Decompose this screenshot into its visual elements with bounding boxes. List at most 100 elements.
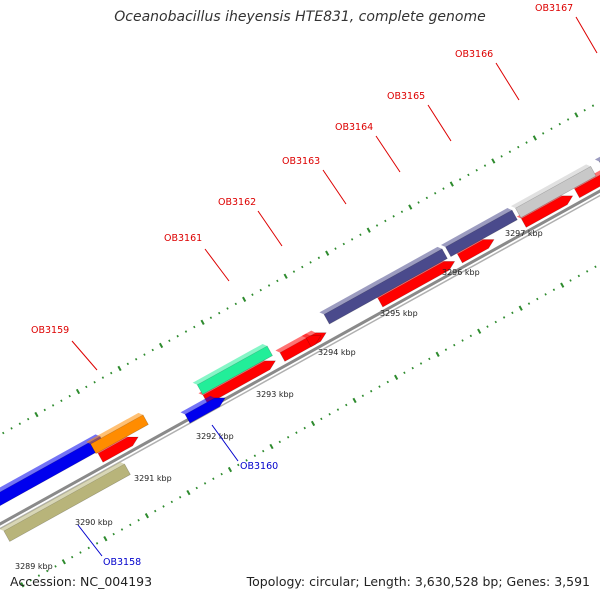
- tick-mark: [43, 408, 46, 412]
- tick-mark: [262, 449, 265, 453]
- gene-label-ob3160[interactable]: OB3160: [240, 461, 278, 472]
- tick-mark: [276, 279, 279, 283]
- leader-line: [257, 210, 283, 247]
- tick-mark: [95, 542, 99, 545]
- tick-mark: [591, 104, 595, 107]
- leader-line: [322, 169, 347, 205]
- backbone-layer: [0, 189, 600, 530]
- gene-ob3166[interactable]: [510, 163, 597, 219]
- gene-label-ob3162[interactable]: OB3162: [218, 197, 256, 208]
- tick-mark: [408, 204, 413, 210]
- tick-mark: [541, 132, 545, 135]
- tick-mark: [419, 362, 423, 365]
- tick-mark: [517, 145, 520, 149]
- tick-mark: [558, 122, 561, 126]
- tick-mark: [392, 215, 395, 218]
- tick-mark: [269, 443, 274, 450]
- gene-label-ob3161[interactable]: OB3161: [164, 233, 202, 244]
- tick-mark: [475, 168, 478, 172]
- tick-mark: [334, 247, 337, 250]
- tick-mark: [110, 371, 113, 375]
- tick-mark: [494, 320, 497, 324]
- gene-ob3165[interactable]: [440, 207, 518, 258]
- gene-ob3160[interactable]: [180, 390, 228, 425]
- accession-text: Accession: NC_004193: [10, 574, 153, 589]
- tick-mark: [467, 173, 470, 177]
- tick-mark: [2, 431, 5, 435]
- gene-ob3158[interactable]: [0, 461, 131, 543]
- gene-ob3162[interactable]: [301, 328, 324, 348]
- gene-layer: [0, 129, 600, 543]
- gene-label-ob3159[interactable]: OB3159: [31, 325, 69, 336]
- kbp-tick-label: 3291 kbp: [134, 474, 172, 483]
- gene-ob3161[interactable]: [192, 342, 273, 395]
- tick-mark: [154, 509, 157, 513]
- tick-mark: [442, 187, 445, 190]
- tick-mark: [469, 334, 473, 338]
- gene-label-ob3158[interactable]: OB3158: [103, 557, 141, 568]
- leader-line: [575, 16, 598, 54]
- gene-ob3163[interactable]: [319, 245, 448, 325]
- tick-mark: [449, 181, 454, 187]
- leader-line: [204, 248, 230, 282]
- tick-mark: [29, 578, 32, 582]
- tick-mark: [234, 302, 238, 306]
- tick-mark: [428, 357, 431, 361]
- tick-mark: [585, 270, 589, 273]
- map-title: Oceanobacillus iheyensis HTE831, complet…: [114, 9, 486, 25]
- tick-mark: [151, 348, 154, 352]
- tick-mark: [378, 385, 381, 388]
- tick-mark: [200, 319, 205, 326]
- tick-mark: [295, 431, 298, 434]
- tick-mark: [425, 196, 429, 200]
- tick-mark: [227, 466, 233, 473]
- tick-mark: [461, 339, 464, 342]
- tick-mark: [574, 112, 579, 118]
- tick-mark: [369, 389, 373, 393]
- tick-mark: [117, 365, 122, 372]
- leader-line: [77, 524, 103, 557]
- gene-label-ob3166[interactable]: OB3166: [455, 49, 493, 60]
- gene-ob3159[interactable]: [85, 411, 149, 455]
- tick-mark: [278, 440, 281, 444]
- tick-mark: [532, 135, 537, 141]
- tick-mark: [193, 325, 196, 329]
- tick-mark: [37, 574, 41, 577]
- tick-mark: [583, 109, 586, 112]
- tick-mark: [527, 302, 531, 305]
- tick-mark: [550, 127, 553, 130]
- tick-mark: [502, 316, 506, 319]
- tick-mark: [594, 265, 597, 268]
- tick-mark: [242, 296, 247, 302]
- kbp-tick-label: 3293 kbp: [256, 390, 294, 399]
- gene-label-ob3165[interactable]: OB3165: [387, 91, 425, 102]
- tick-mark: [68, 394, 71, 398]
- tick-mark: [70, 555, 74, 559]
- label-layer: 3289 kbp 3290 kbp 3291 kbp 3292 kbp 3293 kbp…: [15, 3, 598, 571]
- tick-mark: [342, 242, 345, 246]
- tick-mark: [560, 282, 565, 288]
- tick-mark: [112, 532, 115, 536]
- tick-mark: [384, 219, 387, 223]
- backbone-line: [0, 189, 600, 526]
- tick-mark: [518, 305, 523, 311]
- tick-mark: [46, 569, 49, 573]
- tick-mark: [61, 559, 66, 565]
- tick-mark: [536, 297, 539, 301]
- leader-line: [71, 340, 98, 371]
- tick-mark: [20, 582, 25, 588]
- tick-mark: [253, 454, 257, 457]
- gene-ob3167[interactable]: [594, 129, 600, 173]
- tick-mark: [328, 412, 331, 416]
- tick-mark: [75, 388, 81, 395]
- kbp-tick-label: 3294 kbp: [318, 348, 356, 357]
- tick-mark: [483, 164, 487, 167]
- tick-mark: [375, 224, 379, 227]
- gene-label-ob3164[interactable]: OB3164: [335, 122, 373, 133]
- gene-label-ob3167[interactable]: OB3167: [535, 3, 573, 14]
- gene-label-ob3163[interactable]: OB3163: [282, 156, 320, 167]
- tick-mark: [511, 311, 514, 315]
- tick-mark: [433, 192, 437, 195]
- tick-mark: [283, 273, 288, 279]
